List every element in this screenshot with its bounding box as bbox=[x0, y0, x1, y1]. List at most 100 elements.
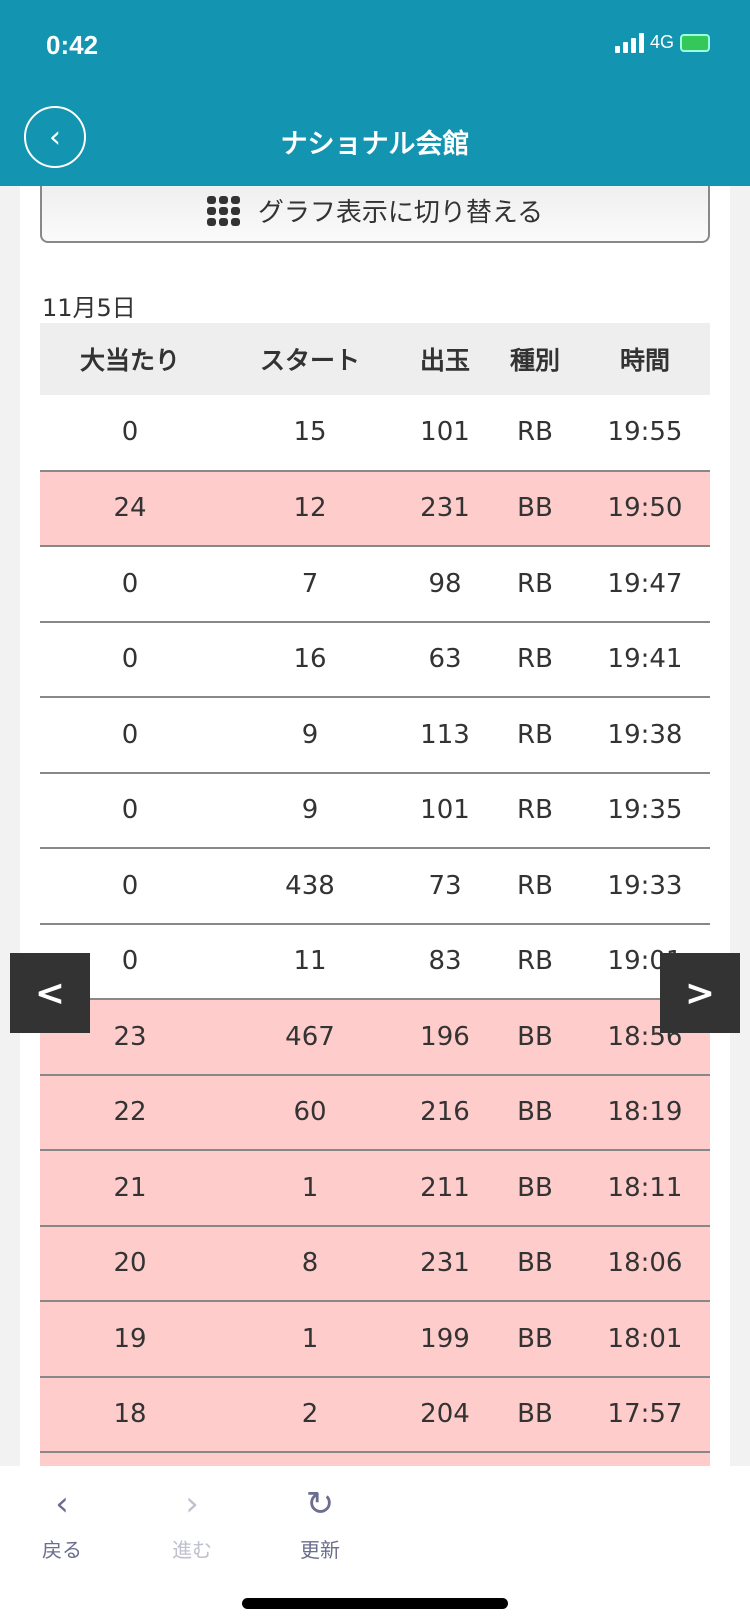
prev-day-button[interactable]: < bbox=[10, 953, 90, 1033]
table-cell: 204 bbox=[400, 1376, 490, 1453]
table-row: 0 438 73 RB 19:33 bbox=[40, 848, 710, 925]
next-day-button[interactable]: > bbox=[660, 953, 740, 1033]
back-button[interactable]: ‹ bbox=[24, 106, 86, 168]
table-row: 20 8 231 BB 18:06 bbox=[40, 1225, 710, 1302]
table-cell: 18:01 bbox=[580, 1301, 710, 1378]
table-cell: 0 bbox=[40, 395, 220, 472]
table-row: 18 2 204 BB 17:57 bbox=[40, 1376, 710, 1453]
app-header: 0:42 4G ‹ ナショナル会館 bbox=[0, 0, 750, 186]
column-header: 大当たり bbox=[40, 323, 220, 395]
page-title: ナショナル会館 bbox=[280, 129, 470, 160]
table-cell: BB bbox=[490, 999, 580, 1076]
table-cell: 19:38 bbox=[580, 697, 710, 774]
reload-label: 更新 bbox=[300, 1538, 340, 1562]
table-cell: 9 bbox=[220, 697, 400, 774]
table-row: 0 16 63 RB 19:41 bbox=[40, 621, 710, 698]
table-cell: 12 bbox=[220, 470, 400, 547]
table-cell: 2 bbox=[220, 1376, 400, 1453]
table-cell: 231 bbox=[400, 470, 490, 547]
table-cell: 20 bbox=[40, 1225, 220, 1302]
column-header: スタート bbox=[220, 323, 400, 395]
table-row: 22 60 216 BB 18:19 bbox=[40, 1074, 710, 1151]
forward-label: 進む bbox=[172, 1538, 212, 1562]
grid-icon bbox=[206, 195, 240, 226]
table-row: 19 1 199 BB 18:01 bbox=[40, 1301, 710, 1378]
table-cell: 8 bbox=[220, 1225, 400, 1302]
home-indicator bbox=[242, 1598, 508, 1609]
table-cell: 17:57 bbox=[580, 1376, 710, 1453]
table-cell: BB bbox=[490, 1225, 580, 1302]
table-cell: 24 bbox=[40, 470, 220, 547]
table-cell: 216 bbox=[400, 1074, 490, 1151]
table-row: 0 15 101 RB 19:55 bbox=[40, 395, 710, 472]
table-cell: 19:33 bbox=[580, 848, 710, 925]
table-cell: 22 bbox=[40, 1074, 220, 1151]
browser-forward-button[interactable]: › 進む bbox=[152, 1484, 232, 1563]
battery-icon bbox=[680, 33, 710, 52]
table-row: 0 11 83 RB 19:01 bbox=[40, 923, 710, 1000]
table-cell: RB bbox=[490, 395, 580, 472]
table-cell: 101 bbox=[400, 772, 490, 849]
table-cell: 19:47 bbox=[580, 546, 710, 623]
table-cell: RB bbox=[490, 923, 580, 1000]
table-cell: 467 bbox=[220, 999, 400, 1076]
table-row: 21 1 211 BB 18:11 bbox=[40, 1150, 710, 1227]
table-cell: 101 bbox=[400, 395, 490, 472]
table-cell: 0 bbox=[40, 697, 220, 774]
chevron-left-icon: < bbox=[34, 972, 66, 1014]
table-row: 0 9 113 RB 19:38 bbox=[40, 697, 710, 774]
table-cell: 63 bbox=[400, 621, 490, 698]
table-cell: 19:41 bbox=[580, 621, 710, 698]
table-cell: 211 bbox=[400, 1150, 490, 1227]
column-header: 時間 bbox=[580, 323, 710, 395]
table-cell: 231 bbox=[400, 1225, 490, 1302]
table-cell: 0 bbox=[40, 621, 220, 698]
table-cell: 83 bbox=[400, 923, 490, 1000]
table-cell: 438 bbox=[220, 848, 400, 925]
table-cell: 16 bbox=[220, 621, 400, 698]
column-header: 出玉 bbox=[400, 323, 490, 395]
table-cell: 199 bbox=[400, 1301, 490, 1378]
table-cell: RB bbox=[490, 546, 580, 623]
table-cell: 0 bbox=[40, 772, 220, 849]
signal-icon bbox=[614, 32, 644, 53]
browser-reload-button[interactable]: ↻ 更新 bbox=[280, 1484, 360, 1563]
table-cell: BB bbox=[490, 470, 580, 547]
table-cell: 19:50 bbox=[580, 470, 710, 547]
table-cell: 9 bbox=[220, 772, 400, 849]
table-cell: 18 bbox=[40, 1376, 220, 1453]
table-cell: 1 bbox=[220, 1301, 400, 1378]
switch-graph-label: グラフ表示に切り替える bbox=[257, 198, 544, 228]
table-cell: 15 bbox=[220, 395, 400, 472]
network-label: 4G bbox=[649, 32, 674, 52]
date-label: 11月5日 bbox=[42, 294, 136, 322]
table-cell: 19 bbox=[40, 1301, 220, 1378]
status-time: 0:42 bbox=[46, 30, 99, 60]
table-cell: 196 bbox=[400, 999, 490, 1076]
table-cell: 18:56 bbox=[580, 999, 710, 1076]
table-cell: RB bbox=[490, 621, 580, 698]
status-icons: 4G bbox=[614, 32, 710, 53]
table-row: 24 12 231 BB 19:50 bbox=[40, 470, 710, 547]
table-cell: RB bbox=[490, 697, 580, 774]
browser-toolbar: ‹ 戻る › 進む ↻ 更新 bbox=[0, 1466, 750, 1624]
table-cell: 1 bbox=[220, 1150, 400, 1227]
content-card: グラフ表示に切り替える 11月5日 大当たり スタート 出玉 種別 時間 0 15 101 R… bbox=[20, 150, 730, 1529]
table-cell: 60 bbox=[220, 1074, 400, 1151]
table-cell: 0 bbox=[40, 848, 220, 925]
table-cell: BB bbox=[490, 1301, 580, 1378]
browser-back-button[interactable]: ‹ 戻る bbox=[22, 1484, 102, 1563]
chevron-left-icon: ‹ bbox=[55, 1484, 69, 1524]
table-cell: 11 bbox=[220, 923, 400, 1000]
table-cell: 98 bbox=[400, 546, 490, 623]
switch-graph-button[interactable]: グラフ表示に切り替える bbox=[40, 180, 710, 243]
table-cell: BB bbox=[490, 1376, 580, 1453]
back-label: 戻る bbox=[42, 1538, 82, 1562]
table-cell: BB bbox=[490, 1074, 580, 1151]
table-cell: 113 bbox=[400, 697, 490, 774]
table-row: 23 467 196 BB 18:56 bbox=[40, 999, 710, 1076]
column-header: 種別 bbox=[490, 323, 580, 395]
table-cell: 18:11 bbox=[580, 1150, 710, 1227]
table-row: 0 9 101 RB 19:35 bbox=[40, 772, 710, 849]
table-cell: 19:35 bbox=[580, 772, 710, 849]
